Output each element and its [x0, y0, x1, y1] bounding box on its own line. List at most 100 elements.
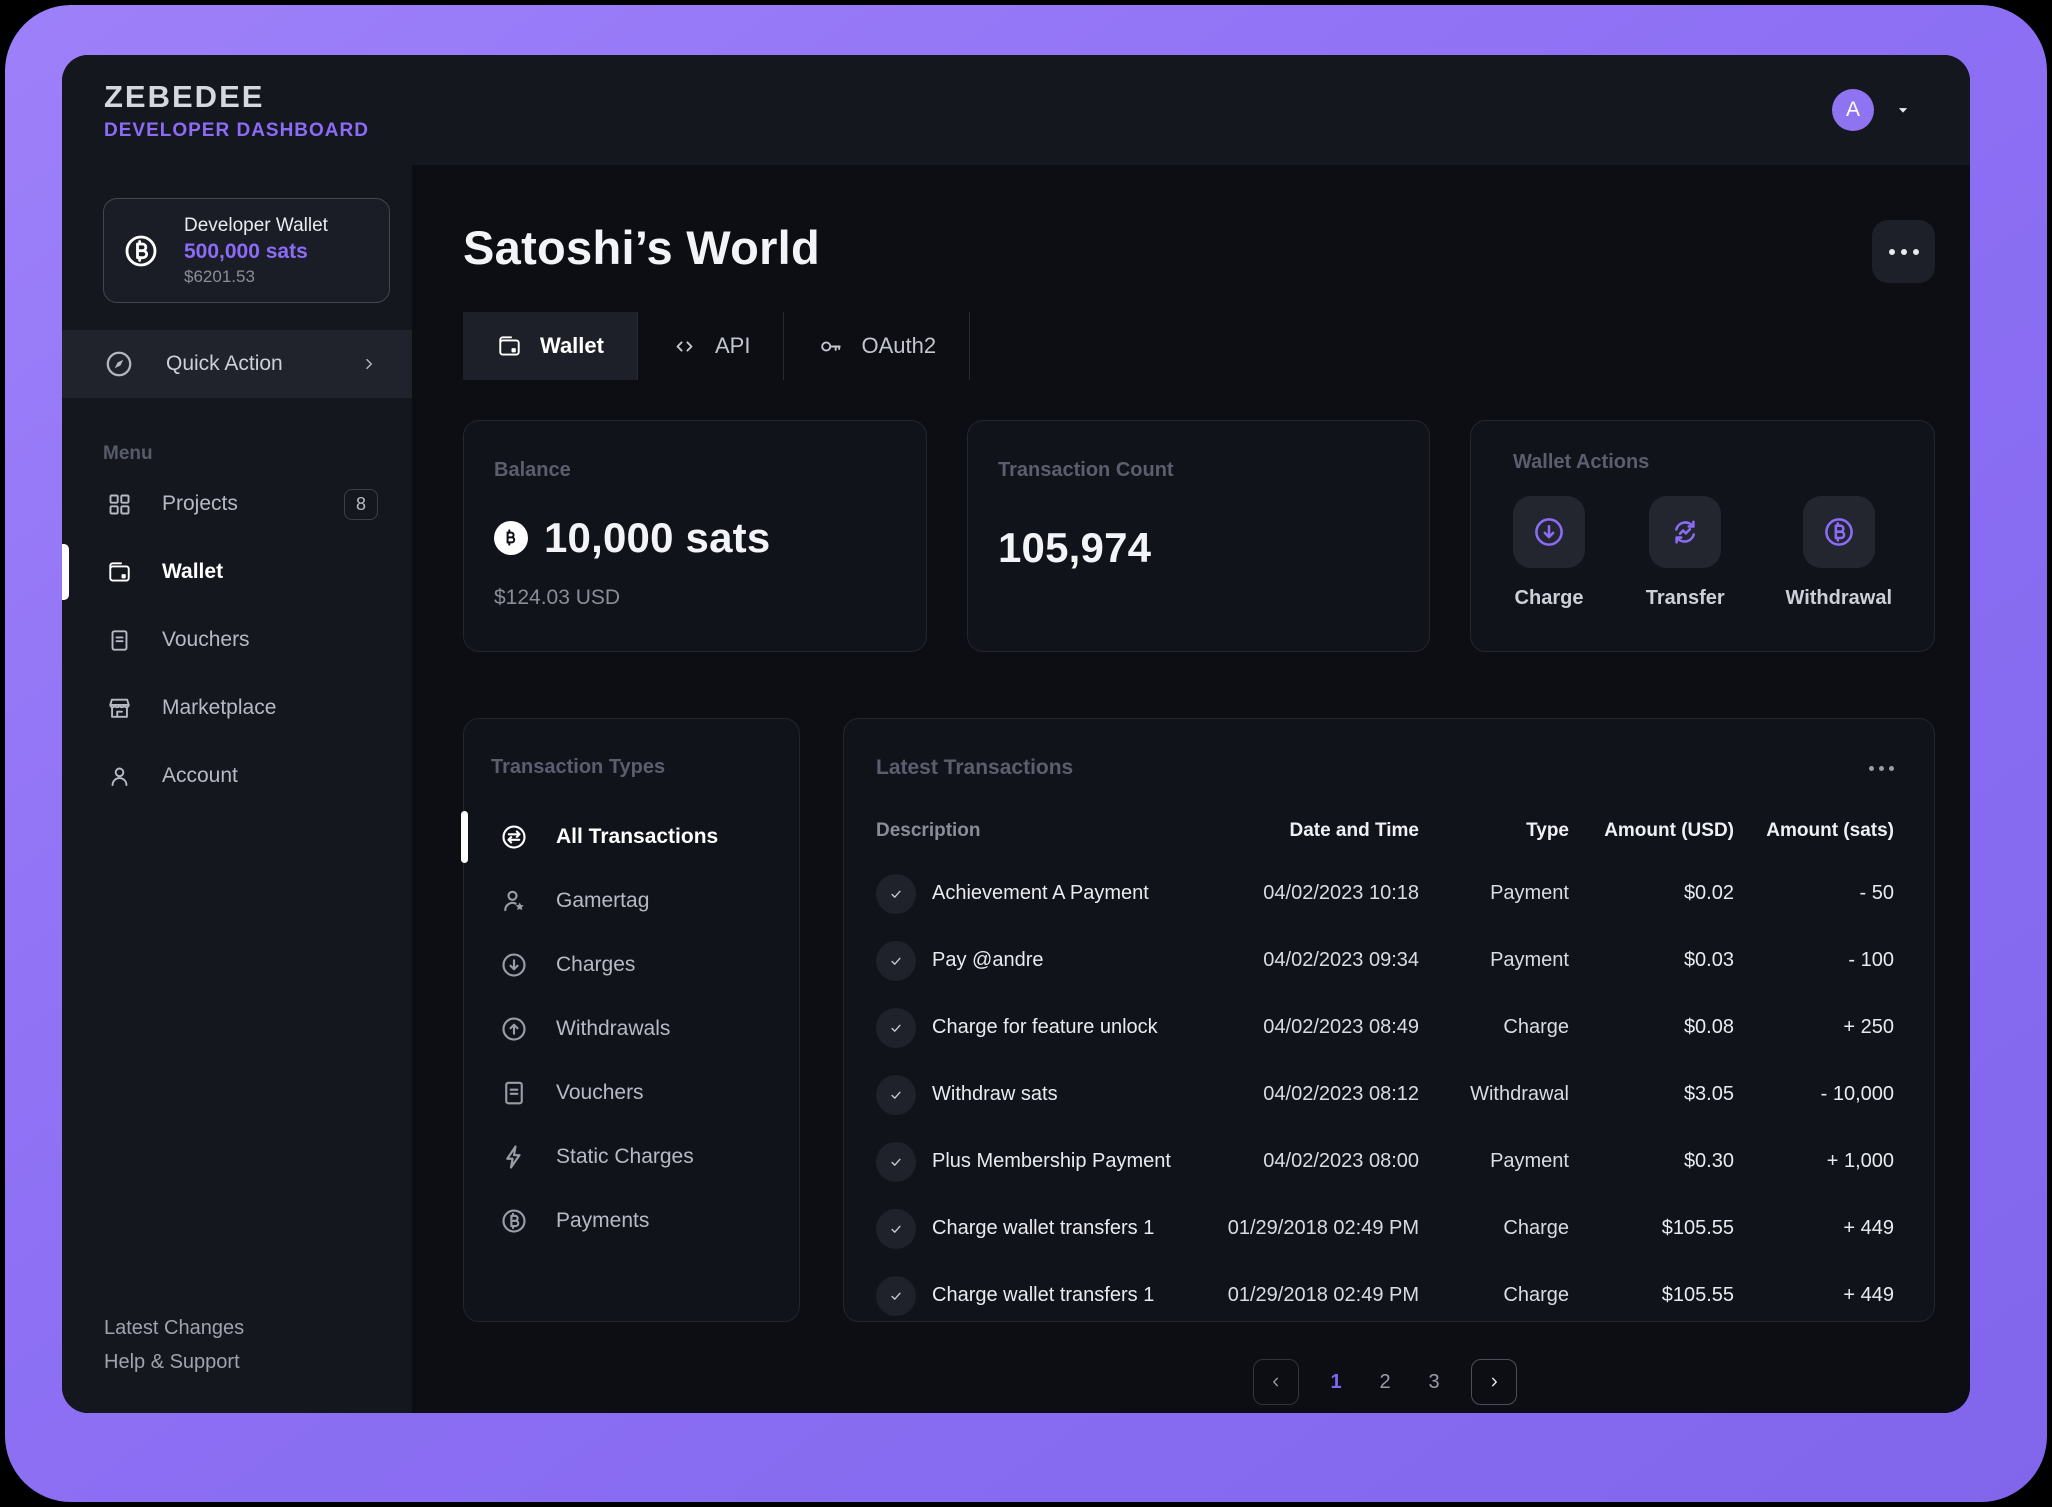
tx-amount-usd: $0.08 — [1683, 1016, 1734, 1038]
tx-date: 04/02/2023 08:49 — [1263, 1016, 1419, 1038]
page-number-1[interactable]: 1 — [1330, 1370, 1342, 1393]
tx-amount-usd: $0.02 — [1683, 882, 1734, 904]
tx-description: Achievement A Payment — [932, 882, 1149, 904]
type-filter-all-transactions[interactable]: All Transactions — [461, 805, 799, 869]
latest-changes-link[interactable]: Latest Changes — [104, 1317, 245, 1339]
menu-section-label: Menu — [103, 443, 153, 464]
tx-date: 04/02/2023 10:18 — [1263, 882, 1419, 904]
transaction-types-title: Transaction Types — [491, 756, 666, 778]
table-row[interactable]: Plus Membership Payment 04/02/2023 08:00… — [876, 1128, 1894, 1195]
tx-amount-usd: $0.03 — [1683, 949, 1734, 971]
tx-amount-sats: + 250 — [1843, 1016, 1894, 1038]
tx-type: Charge — [1503, 1284, 1569, 1306]
key-icon — [821, 340, 842, 352]
avatar[interactable]: A — [1832, 89, 1874, 131]
type-filter-withdrawals[interactable]: Withdrawals — [464, 997, 799, 1061]
sidebar-item-label: Vouchers — [162, 628, 250, 651]
sidebar-item-marketplace[interactable]: Marketplace — [62, 674, 412, 742]
tab-bar: Wallet API OAuth2 — [463, 312, 1935, 380]
charge-action-button[interactable]: Charge — [1513, 496, 1585, 610]
table-more-options-button[interactable] — [1869, 765, 1894, 771]
column-sats: Amount (sats) — [1766, 820, 1894, 841]
wallet-actions-label: Wallet Actions — [1513, 451, 1650, 473]
quick-action-button[interactable]: Quick Action — [62, 330, 412, 398]
wallet-icon — [499, 335, 520, 356]
table-row[interactable]: Withdraw sats 04/02/2023 08:12 Withdrawa… — [876, 1061, 1894, 1128]
check-icon — [876, 1007, 916, 1048]
table-row[interactable]: Pay @andre 04/02/2023 09:34 Payment $0.0… — [876, 927, 1894, 994]
user-menu[interactable]: A — [1832, 89, 1912, 131]
previous-page-button[interactable] — [1253, 1359, 1299, 1405]
sidebar-item-vouchers[interactable]: Vouchers — [62, 606, 412, 674]
transfer-action-button[interactable]: Transfer — [1646, 496, 1725, 610]
tx-amount-sats: + 449 — [1843, 1284, 1894, 1306]
projects-count-badge: 8 — [344, 488, 378, 520]
tab-oauth2[interactable]: OAuth2 — [784, 312, 971, 380]
sidebar-item-label: Wallet — [162, 560, 224, 583]
bitcoin-circle-icon — [502, 1209, 526, 1233]
wallet-card-sats: 500,000 sats — [184, 239, 308, 263]
tx-type: Payment — [1490, 882, 1569, 904]
sidebar-item-account[interactable]: Account — [62, 742, 412, 810]
grid-icon — [109, 494, 130, 514]
check-icon — [876, 1074, 916, 1115]
page-more-options-button[interactable] — [1872, 220, 1935, 283]
transaction-types-panel: Transaction Types All Transactions — [461, 718, 800, 1322]
main-content: Satoshi’s World Wallet — [412, 165, 1970, 1413]
page-number-3[interactable]: 3 — [1428, 1370, 1440, 1393]
check-icon — [876, 940, 916, 981]
tx-amount-sats: + 1,000 — [1826, 1150, 1894, 1172]
person-icon — [111, 767, 128, 786]
tx-date: 01/29/2018 02:49 PM — [1227, 1217, 1419, 1239]
bitcoin-solid-icon — [494, 521, 528, 555]
tx-date: 04/02/2023 08:12 — [1263, 1083, 1419, 1105]
tx-date: 04/02/2023 08:00 — [1263, 1150, 1419, 1172]
type-filter-vouchers[interactable]: Vouchers — [464, 1061, 799, 1125]
latest-transactions-panel: Latest Transactions Description Date and… — [843, 718, 1935, 1405]
sidebar-item-wallet[interactable]: Wallet — [62, 538, 412, 606]
help-support-link[interactable]: Help & Support — [104, 1351, 240, 1373]
caret-down-icon — [1898, 108, 1908, 113]
sidebar-item-label: Account — [162, 764, 238, 787]
sidebar-item-label: Projects — [162, 492, 238, 515]
tab-api[interactable]: API — [638, 312, 785, 380]
top-bar: ZEBEDEE DEVELOPER DASHBOARD A — [62, 55, 1970, 165]
table-row[interactable]: Charge wallet transfers 1 01/29/2018 02:… — [876, 1262, 1894, 1329]
sidebar-item-projects[interactable]: Projects 8 — [62, 470, 412, 538]
code-icon — [676, 340, 693, 352]
page-title: Satoshi’s World — [463, 221, 821, 274]
table-row[interactable]: Achievement A Payment 04/02/2023 10:18 P… — [876, 860, 1894, 927]
withdrawal-action-button[interactable]: Withdrawal — [1786, 496, 1892, 610]
tx-type: Charge — [1503, 1016, 1569, 1038]
compass-icon — [106, 351, 132, 377]
circle-swap-arrows-icon — [502, 825, 526, 849]
tx-type: Charge — [1503, 1217, 1569, 1239]
tab-wallet[interactable]: Wallet — [463, 312, 638, 380]
type-filter-label: Static Charges — [556, 1145, 694, 1168]
app-window: ZEBEDEE DEVELOPER DASHBOARD A Developer — [62, 55, 1970, 1413]
tx-amount-usd: $105.55 — [1661, 1284, 1734, 1306]
page-number-2[interactable]: 2 — [1379, 1370, 1391, 1393]
transaction-count-label: Transaction Count — [998, 459, 1174, 481]
bitcoin-circle-icon — [125, 235, 157, 266]
check-icon — [876, 1141, 916, 1182]
balance-card: Balance 10,000 sats $124.03 USD — [463, 420, 927, 652]
type-filter-charges[interactable]: Charges — [464, 933, 799, 997]
tx-amount-usd: $0.30 — [1683, 1150, 1734, 1172]
balance-label: Balance — [494, 459, 571, 481]
type-filter-static-charges[interactable]: Static Charges — [464, 1125, 799, 1189]
tx-description: Charge wallet transfers 1 — [932, 1284, 1155, 1306]
type-filter-payments[interactable]: Payments — [464, 1189, 799, 1253]
quick-action-label: Quick Action — [166, 352, 283, 375]
type-filter-gamertag[interactable]: Gamertag — [464, 869, 799, 933]
next-page-button[interactable] — [1471, 1359, 1517, 1405]
developer-wallet-card[interactable]: Developer Wallet 500,000 sats $6201.53 — [103, 198, 390, 303]
sidebar: Developer Wallet 500,000 sats $6201.53 Q… — [62, 165, 412, 1413]
sidebar-footer: Latest Changes Help & Support — [104, 1311, 244, 1379]
table-row[interactable]: Charge for feature unlock 04/02/2023 08:… — [876, 994, 1894, 1061]
table-row[interactable]: Charge wallet transfers 1 01/29/2018 02:… — [876, 1195, 1894, 1262]
wallet-actions-card: Wallet Actions Charge — [1470, 420, 1935, 652]
type-filter-label: Gamertag — [556, 889, 650, 912]
tx-amount-sats: - 10,000 — [1820, 1083, 1894, 1105]
